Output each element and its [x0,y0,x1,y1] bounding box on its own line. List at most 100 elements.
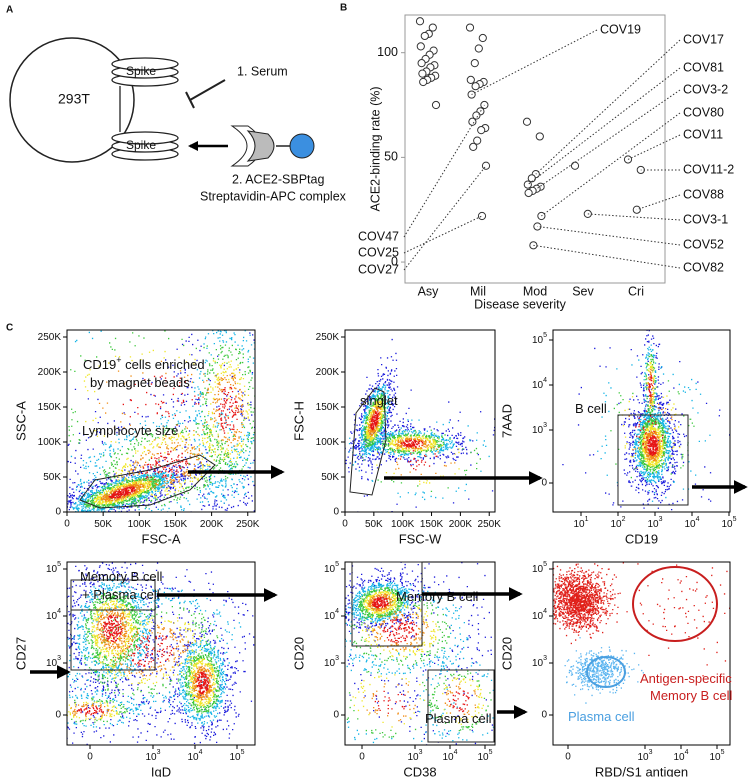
x-tick-label: 0 [64,519,70,530]
data-point [418,69,427,78]
tick-base: 10 [532,611,544,622]
tick-exponent: 3 [335,655,339,662]
tick-exponent: 4 [543,377,547,384]
tick-exponent: 3 [659,516,663,523]
tick-exponent: 1 [585,516,589,523]
y-tick-label: 104 [324,608,339,622]
panel-label: A [6,5,13,16]
tick-base: 100K [38,437,62,448]
data-point [570,161,580,170]
x-tick-label: 103 [637,749,652,763]
tick-base: 10 [46,658,58,669]
data-point [478,33,487,43]
tick-exponent: 3 [419,749,423,756]
y-axis-label: ACE2-binding rate (%) [368,86,382,211]
gate [617,414,689,506]
plot-frame [344,329,496,513]
tick-base: 10 [673,752,685,763]
plot-frame [66,329,256,513]
x-axis-label: FSC-W [399,531,442,546]
tick-base: 250K [478,519,502,530]
tick-base: 250K [316,332,340,343]
data-point [428,23,437,32]
events [345,338,495,512]
x-tick-label: 100K [128,519,152,530]
data-point [535,132,544,141]
tick-exponent: 5 [489,749,493,756]
x-axis-label: RBD/S1 antigen [595,764,688,777]
note-part: cells enriched [122,357,205,372]
annotation: COV11-2 [683,162,734,176]
x-tick-label: 105 [229,749,244,763]
y-tick-label: 0 [391,254,398,268]
data-point [466,75,475,85]
cell-label: 293T [58,91,90,107]
panel-label: B [340,3,347,14]
y-tick-label: 105 [46,561,61,575]
y-axis-label: FSC-H [291,401,306,441]
data-point [477,211,487,221]
y-tick-label: 100K [316,437,340,448]
leader-line [541,112,681,217]
event-dots [83,349,250,505]
tick-exponent: 5 [335,561,339,568]
data-point [523,180,532,189]
note-part: Plasma cell [425,711,492,726]
tick-exponent: 5 [543,561,547,568]
events [345,562,495,745]
y-axis-label: CD20 [499,637,514,670]
note-part: singlet [360,393,398,408]
annotation: COV27 [358,262,399,276]
y-tick-label: 0 [541,478,547,489]
tick-exponent: 3 [543,655,547,662]
annotation: COV80 [683,105,724,119]
x-axis-label: IgD [151,764,171,777]
tick-exponent: 5 [543,332,547,339]
leader-line [636,194,681,211]
plot-frame [552,329,731,513]
annotation: COV3-1 [683,212,728,226]
leader-line [535,39,681,175]
leader-line [536,89,681,190]
y-tick-label: 100 [377,45,398,59]
tick-exponent: 4 [57,608,61,615]
x-tick-label: 105 [721,516,736,530]
annotation: COV11 [683,127,723,141]
tick-base: 10 [573,519,585,530]
leader-line [587,213,681,221]
x-axis-label: Disease severity [474,297,566,311]
tick-exponent: 4 [335,608,339,615]
tick-base: 10 [229,752,241,763]
x-tick-label: 100K [391,519,415,530]
event-dots [67,562,255,745]
tick-base: 100K [316,437,340,448]
x-tick-label: Asy [418,284,440,298]
plot-frame [552,561,731,746]
event-dots [553,562,730,677]
leader-line [627,134,681,160]
event-dots [67,330,255,512]
y-tick-label: 150K [38,402,62,413]
data-point [469,142,478,152]
x-tick-label: 103 [407,749,422,763]
data-point [420,31,429,41]
tick-exponent: 4 [685,749,689,756]
x-tick-label: 150K [164,519,188,530]
x-tick-label: 103 [145,749,160,763]
events [67,330,255,512]
event-dots [352,590,484,728]
tick-base: 250K [38,332,62,343]
y-tick-label: 104 [532,377,547,391]
x-axis-label: FSC-A [142,531,181,546]
note: Antigen-specific [640,671,732,686]
note: singlet [360,393,398,408]
y-tick-label: 104 [46,608,61,622]
data-point [472,111,481,120]
x-axis-label: CD38 [403,764,436,777]
x-tick-label: 104 [187,749,202,763]
y-tick-label: 100K [38,437,62,448]
gate [79,454,216,509]
y-tick-label: 0 [55,507,61,518]
note: Plasma cell [568,709,635,724]
